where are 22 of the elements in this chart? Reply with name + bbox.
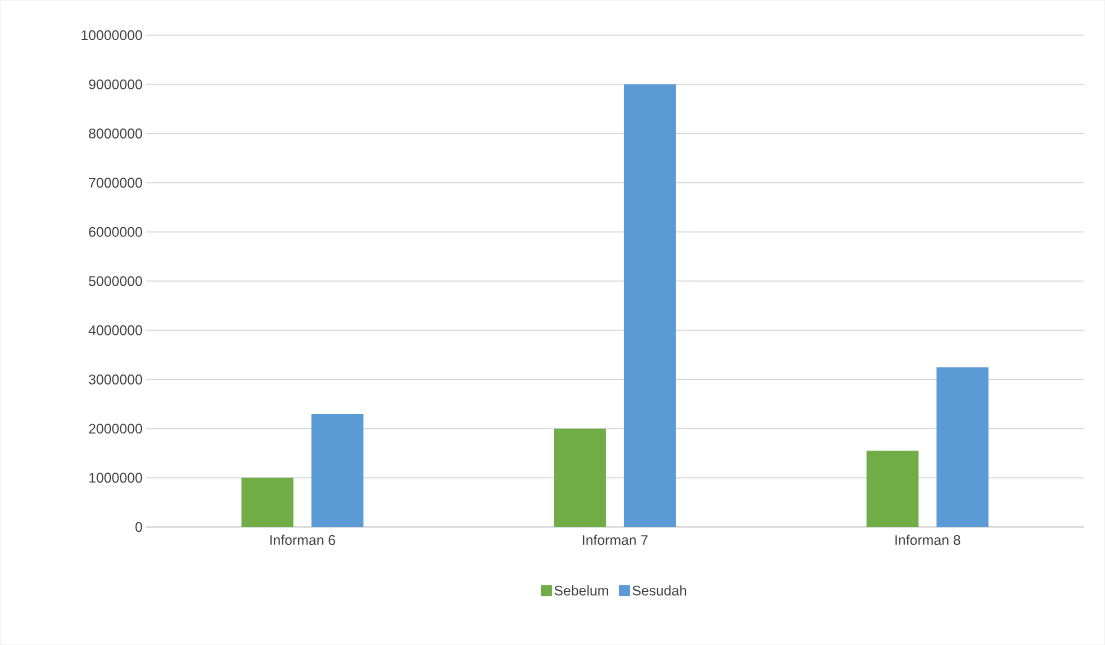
bar [241,477,294,527]
legend-label: Sebelum [554,585,609,596]
y-tick-label: 7000000 [89,177,143,188]
y-tick-label: 2000000 [89,423,143,434]
bar [623,84,676,527]
y-tick-label: 9000000 [89,79,143,90]
bar [554,428,606,527]
bar [936,367,989,527]
y-tick-label: 4000000 [88,325,143,336]
y-tick-label: 1000000 [89,472,143,483]
legend-label: Sesudah [632,585,687,596]
bar [311,413,364,527]
y-tick-label: 3000000 [88,374,143,385]
x-tick-label: Informan 6 [270,534,336,545]
y-tick-label: 8000000 [88,128,143,139]
y-tick-label: 5000000 [88,276,143,286]
y-tick-label: 0 [135,521,143,532]
x-tick-label: Informan 8 [895,534,961,545]
x-tick-label: Informan 7 [582,534,648,545]
y-tick-label: 6000000 [89,226,143,237]
bar [866,450,919,527]
y-tick-label: 10000000 [81,30,143,41]
